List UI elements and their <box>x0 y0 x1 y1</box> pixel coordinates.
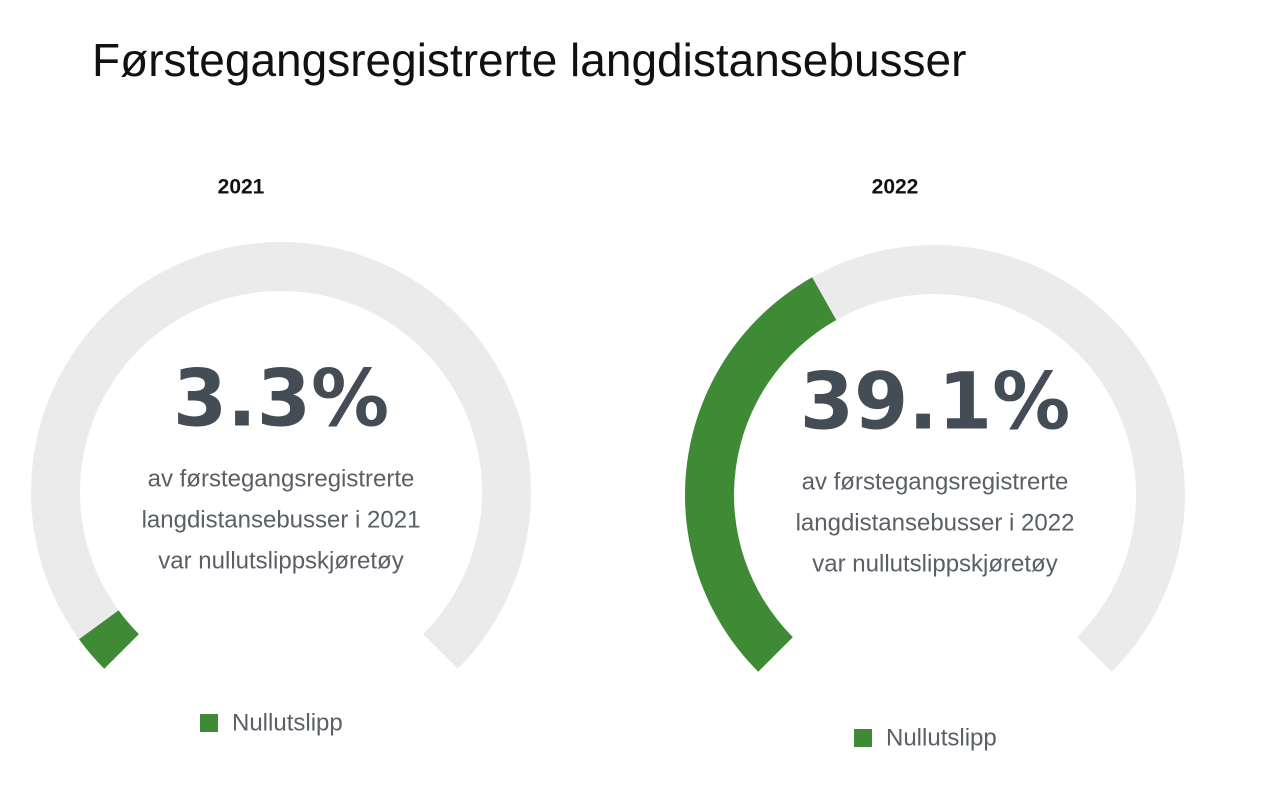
legend-label: Nullutslipp <box>886 724 997 751</box>
description-line: var nullutslippskjøretøy <box>158 547 403 574</box>
legend-swatch <box>200 714 218 732</box>
chart-title: 2022 <box>872 176 919 199</box>
description-line: langdistansebusser i 2021 <box>142 506 421 533</box>
legend-swatch <box>854 729 872 747</box>
description-line: av førstegangsregistrerte <box>148 465 415 492</box>
legend-label: Nullutslipp <box>232 709 343 736</box>
gauge-value-arc <box>78 610 139 669</box>
description-line: var nullutslippskjøretøy <box>812 550 1057 577</box>
chart-title: 2021 <box>218 176 265 199</box>
description-line: langdistansebusser i 2022 <box>796 509 1075 536</box>
gauge-track <box>31 241 531 669</box>
gauge-value-arc <box>685 277 837 672</box>
description-line: av førstegangsregistrerte <box>802 468 1069 495</box>
value-label: 39.1% <box>800 357 1071 447</box>
page-title: Førstegangsregistrerte langdistansebusse… <box>92 34 966 86</box>
value-label: 3.3% <box>173 354 389 444</box>
